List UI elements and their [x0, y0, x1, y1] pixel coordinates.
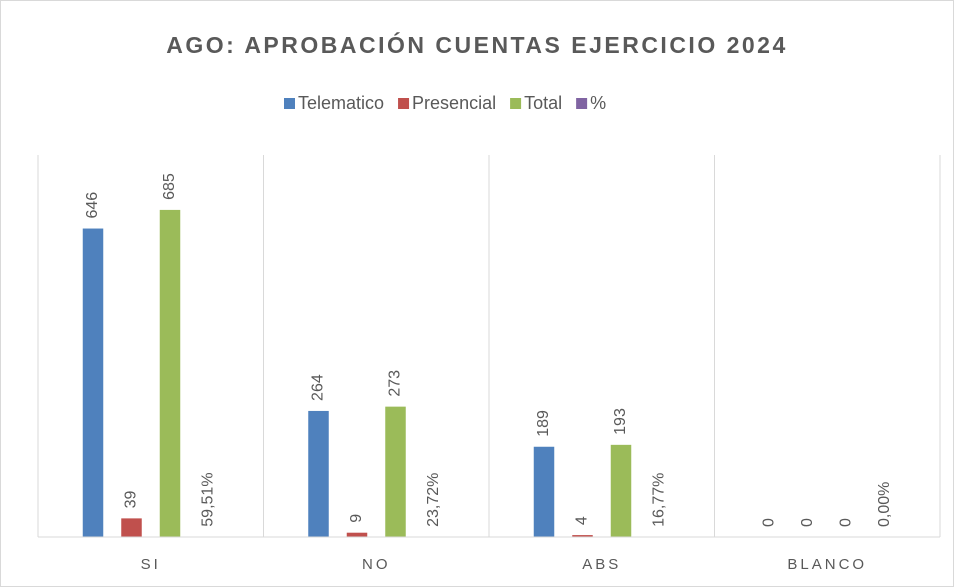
- legend-label: %: [590, 93, 606, 113]
- bar: [308, 410, 329, 537]
- chart-title: AGO: APROBACIÓN CUENTAS EJERCICIO 2024: [166, 31, 788, 58]
- legend-label: Total: [524, 93, 562, 113]
- bar: [121, 518, 142, 537]
- legend-label: Presencial: [412, 93, 496, 113]
- data-label: 273: [387, 370, 404, 397]
- data-label: 9: [348, 514, 365, 523]
- bar: [82, 228, 104, 537]
- data-label: 59,51%: [200, 472, 217, 526]
- bar: [572, 535, 593, 537]
- legend-swatch: [284, 98, 295, 109]
- bar: [610, 444, 632, 537]
- legend-swatch: [576, 98, 588, 109]
- data-label: 16,77%: [651, 473, 668, 527]
- data-label: 193: [612, 408, 629, 435]
- data-label: 685: [161, 173, 178, 200]
- data-label: 264: [310, 374, 327, 401]
- data-label: 0: [838, 518, 855, 527]
- bar: [346, 532, 368, 537]
- data-label: 646: [84, 192, 101, 219]
- x-tick-label: BLANCO: [787, 556, 867, 573]
- bar: [159, 209, 181, 537]
- data-label: 23,72%: [425, 473, 442, 527]
- x-tick-label: NO: [362, 556, 391, 573]
- x-tick-label: SI: [141, 556, 161, 573]
- data-label: 39: [123, 490, 140, 508]
- data-label: 189: [535, 410, 552, 437]
- data-label: 0: [761, 518, 778, 527]
- bar: [533, 446, 555, 537]
- legend-swatch: [398, 98, 410, 109]
- data-label: 4: [574, 516, 591, 525]
- bar: [385, 406, 406, 537]
- data-label: 0: [799, 518, 816, 527]
- legend-swatch: [510, 98, 522, 109]
- data-label: 0,00%: [876, 482, 893, 527]
- legend-label: Telematico: [298, 93, 384, 113]
- x-tick-label: ABS: [582, 556, 621, 573]
